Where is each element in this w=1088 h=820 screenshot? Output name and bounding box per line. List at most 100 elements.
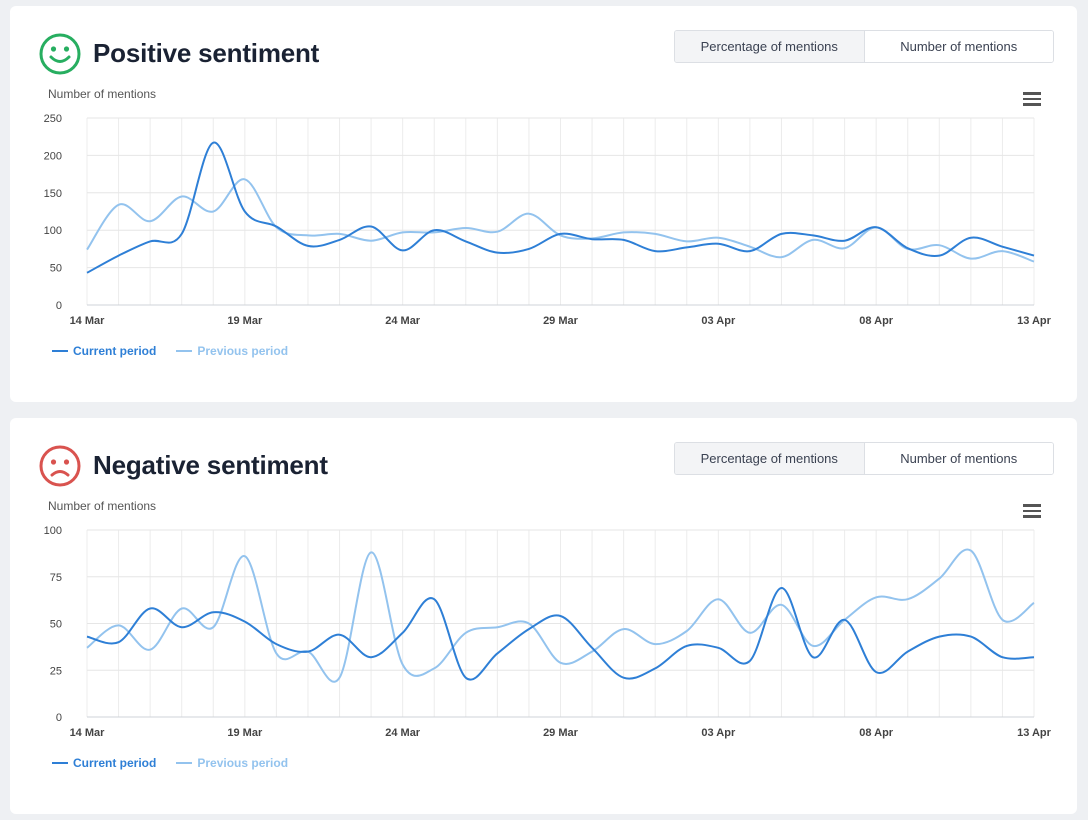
previous-period-line-point <box>211 210 215 214</box>
positive-sentiment-chart: Number of mentions 0 50 100 150 200 250 14 Mar 1… <box>44 87 1052 327</box>
current-period-line-point <box>432 228 436 232</box>
x-tick-label: 24 Mar <box>385 727 421 739</box>
legend-previous-period[interactable]: Previous period <box>176 756 288 770</box>
current-period-line-point <box>1000 655 1004 659</box>
current-period-line-point <box>590 237 594 241</box>
smiley-face-icon <box>39 33 81 75</box>
x-tick-label: 08 Apr <box>859 727 894 739</box>
previous-period-line-point <box>559 661 563 665</box>
current-period-line-point <box>117 254 121 258</box>
previous-period-line-point <box>1000 249 1004 253</box>
legend-previous-label: Previous period <box>197 756 289 770</box>
previous-period-line-point <box>1000 618 1004 622</box>
previous-period-line-point <box>937 577 941 581</box>
mentions-mode-toggle: Percentage of mentions Number of mention… <box>674 30 1054 63</box>
current-period-line-point <box>527 247 531 251</box>
current-period-line-point <box>716 646 720 650</box>
current-period-line-point <box>401 631 405 635</box>
previous-period-line-point <box>1032 260 1036 264</box>
current-period-line-point <box>906 246 910 250</box>
x-tick-label: 14 Mar <box>70 315 106 327</box>
current-period-line-point <box>685 644 689 648</box>
legend-current-swatch <box>52 350 68 352</box>
legend-current-swatch <box>52 762 68 764</box>
legend-current-label: Current period <box>73 344 157 358</box>
previous-period-line-point <box>464 226 468 230</box>
y-tick-label: 100 <box>44 525 62 537</box>
previous-period-line-point <box>716 236 720 240</box>
previous-period-line-point <box>622 627 626 631</box>
current-period-line-point <box>211 141 215 145</box>
current-period-line-point <box>811 233 815 237</box>
previous-period-line-point <box>716 597 720 601</box>
x-tick-label: 29 Mar <box>543 315 579 327</box>
previous-period-line-point <box>243 554 247 558</box>
previous-period-line-point <box>527 212 531 216</box>
current-period-line-point <box>338 238 342 242</box>
y-tick-label: 25 <box>50 665 62 677</box>
legend-current-period[interactable]: Current period <box>52 756 156 770</box>
x-tick-label: 19 Mar <box>227 315 263 327</box>
current-period-line-point <box>211 610 215 614</box>
positive-sentiment-title: Positive sentiment <box>93 38 320 68</box>
current-period-line-point <box>843 239 847 243</box>
previous-period-line-point <box>401 230 405 234</box>
previous-period-line <box>86 548 1035 683</box>
y-tick-label: 150 <box>44 188 62 200</box>
percentage-of-mentions-button[interactable]: Percentage of mentions <box>675 31 865 62</box>
current-period-line-point <box>653 666 657 670</box>
previous-period-line-point <box>685 239 689 243</box>
x-tick-label: 24 Mar <box>385 315 421 327</box>
number-of-mentions-button[interactable]: Number of mentions <box>864 31 1053 62</box>
previous-period-line-point <box>401 663 405 667</box>
current-period-line-point <box>148 239 152 243</box>
chart-menu-icon[interactable] <box>1023 92 1041 108</box>
current-period-line-point <box>969 236 973 240</box>
current-period-line-point <box>622 238 626 242</box>
x-tick-label: 13 Apr <box>1017 727 1052 739</box>
previous-period-line-point <box>653 232 657 236</box>
chart-menu-icon[interactable] <box>1023 504 1041 520</box>
y-tick-label: 0 <box>56 300 62 312</box>
y-tick-label: 100 <box>44 225 62 237</box>
current-period-line-point <box>843 618 847 622</box>
previous-period-line-point <box>906 597 910 601</box>
x-tick-label: 13 Apr <box>1017 315 1052 327</box>
negative-sentiment-card: Negative sentiment Percentage of mention… <box>10 418 1077 814</box>
legend-current-period[interactable]: Current period <box>52 344 156 358</box>
previous-period-line-point <box>527 622 531 626</box>
current-period-line-point <box>622 676 626 680</box>
current-period-line-point <box>874 670 878 674</box>
current-period-line-point <box>779 232 783 236</box>
legend-previous-period[interactable]: Previous period <box>176 344 288 358</box>
x-tick-label: 08 Apr <box>859 315 894 327</box>
current-period-line-point <box>937 635 941 639</box>
previous-period-line-point <box>685 629 689 633</box>
previous-period-line-point <box>274 651 278 655</box>
current-period-line-point <box>464 676 468 680</box>
sad-face-icon <box>39 445 81 487</box>
current-period-line-point <box>495 251 499 255</box>
previous-period-line-point <box>874 595 878 599</box>
previous-period-line-point <box>338 676 342 680</box>
number-of-mentions-button[interactable]: Number of mentions <box>864 443 1053 474</box>
current-period-line-point <box>369 224 373 228</box>
y-tick-label: 200 <box>44 150 62 162</box>
legend-previous-label: Previous period <box>197 344 289 358</box>
current-period-line-point <box>495 651 499 655</box>
previous-period-line-point <box>748 245 752 249</box>
previous-period-line-point <box>937 243 941 247</box>
chart-legend: Current period Previous period <box>52 756 288 770</box>
y-tick-label: 75 <box>50 572 62 584</box>
previous-period-line-point <box>495 625 499 629</box>
previous-period-line-point <box>243 177 247 181</box>
previous-period-line-point <box>622 230 626 234</box>
previous-period-line-point <box>306 233 310 237</box>
current-period-line-point <box>874 225 878 229</box>
legend-current-label: Current period <box>73 756 157 770</box>
percentage-of-mentions-button[interactable]: Percentage of mentions <box>675 443 865 474</box>
current-period-line-point <box>243 210 247 214</box>
current-period-line-point <box>180 232 184 236</box>
current-period-line <box>86 586 1035 681</box>
previous-period-line-point <box>180 607 184 611</box>
